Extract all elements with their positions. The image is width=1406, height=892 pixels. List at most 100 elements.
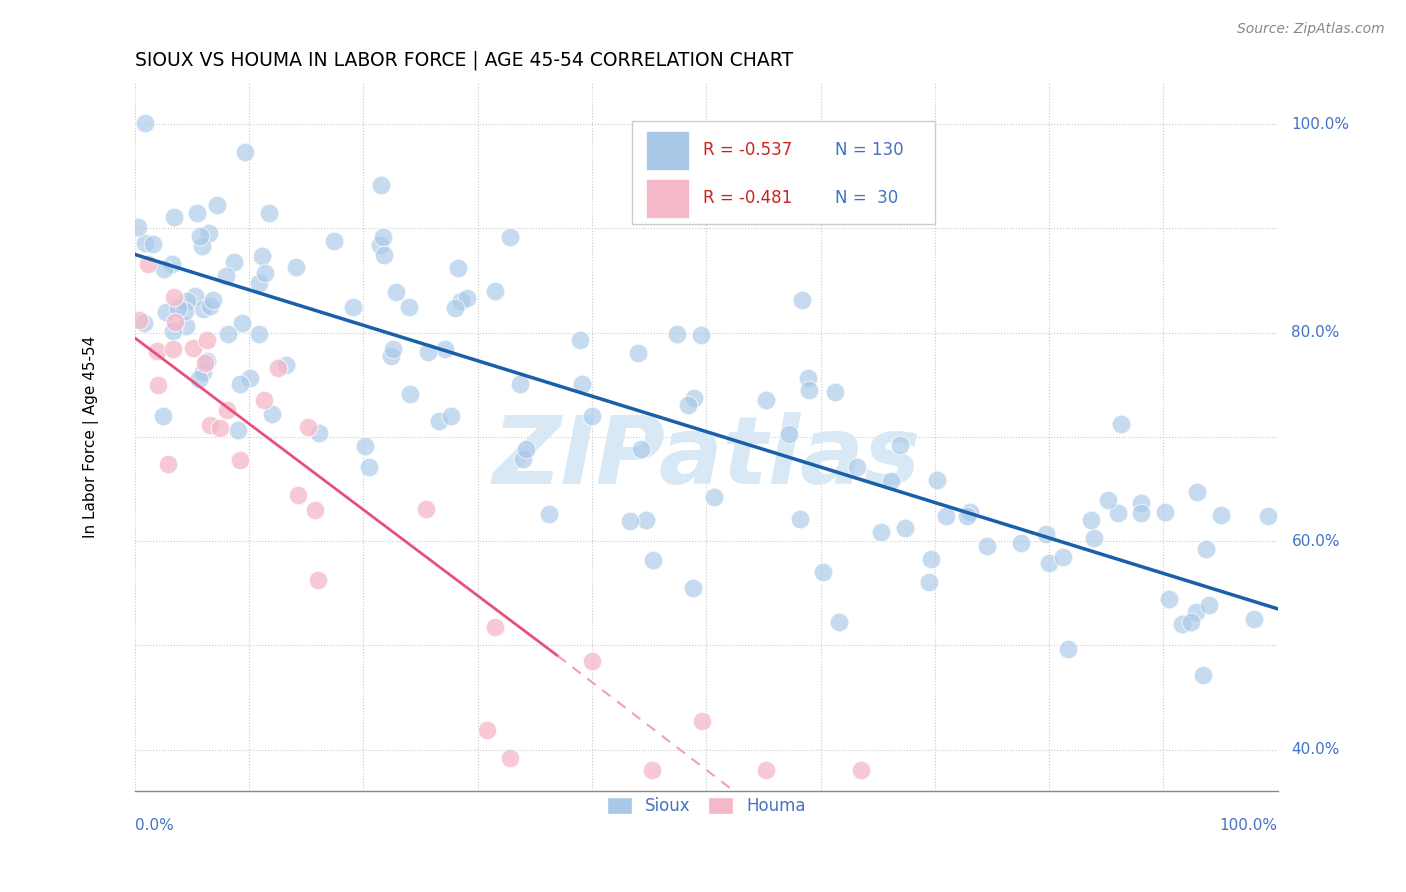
- Point: [287, 488, 309, 502]
- Point: [163, 290, 186, 304]
- Point: [166, 301, 188, 315]
- Point: [176, 294, 198, 309]
- Point: [193, 365, 215, 379]
- Point: [187, 372, 209, 386]
- Point: [239, 370, 262, 384]
- Point: [959, 505, 981, 519]
- Point: [252, 249, 274, 263]
- Point: [267, 360, 290, 375]
- Point: [416, 345, 439, 359]
- Point: [703, 490, 725, 504]
- Point: [202, 293, 225, 307]
- Point: [233, 145, 256, 159]
- Point: [1153, 505, 1175, 519]
- Point: [537, 508, 560, 522]
- Point: [1209, 508, 1232, 522]
- Point: [1130, 506, 1153, 520]
- Text: In Labor Force | Age 45-54: In Labor Force | Age 45-54: [83, 335, 100, 538]
- Point: [690, 714, 713, 729]
- Point: [193, 302, 215, 317]
- Point: [194, 356, 217, 370]
- Point: [1192, 667, 1215, 681]
- Point: [415, 502, 437, 516]
- Point: [627, 346, 650, 360]
- Point: [205, 197, 228, 211]
- Point: [370, 238, 392, 252]
- Point: [198, 299, 221, 313]
- Point: [934, 508, 956, 523]
- Text: 60.0%: 60.0%: [1292, 533, 1340, 549]
- Point: [1198, 598, 1220, 612]
- Point: [200, 417, 222, 432]
- Point: [682, 581, 704, 595]
- Point: [138, 258, 160, 272]
- Point: [162, 324, 184, 338]
- Point: [174, 318, 197, 333]
- Point: [153, 262, 176, 277]
- Point: [630, 442, 652, 456]
- Point: [778, 426, 800, 441]
- Point: [515, 442, 537, 456]
- Point: [229, 377, 252, 392]
- Point: [477, 723, 499, 737]
- Point: [851, 764, 873, 778]
- Point: [1107, 506, 1129, 520]
- Point: [619, 514, 641, 528]
- Point: [1157, 591, 1180, 606]
- Point: [381, 343, 404, 357]
- Point: [398, 387, 420, 401]
- Point: [512, 451, 534, 466]
- Point: [297, 420, 319, 434]
- Point: [1185, 605, 1208, 619]
- Point: [1243, 612, 1265, 626]
- Text: 80.0%: 80.0%: [1292, 325, 1340, 340]
- Point: [499, 750, 522, 764]
- Text: N = 130: N = 130: [835, 141, 904, 159]
- Text: N =  30: N = 30: [835, 189, 898, 208]
- Point: [249, 276, 271, 290]
- Point: [380, 349, 402, 363]
- Point: [163, 315, 186, 329]
- Point: [509, 377, 531, 392]
- Text: 100.0%: 100.0%: [1220, 818, 1278, 833]
- Point: [156, 457, 179, 471]
- Point: [353, 439, 375, 453]
- Point: [433, 343, 456, 357]
- Point: [197, 226, 219, 240]
- Point: [1080, 513, 1102, 527]
- Point: [174, 304, 197, 318]
- Point: [163, 210, 186, 224]
- Point: [634, 513, 657, 527]
- Point: [956, 509, 979, 524]
- Point: [484, 284, 506, 298]
- Point: [755, 393, 778, 408]
- Point: [666, 326, 689, 341]
- Point: [342, 300, 364, 314]
- Point: [499, 229, 522, 244]
- Point: [160, 257, 183, 271]
- Point: [231, 317, 253, 331]
- Point: [918, 574, 941, 589]
- Point: [641, 553, 664, 567]
- Point: [869, 524, 891, 539]
- Point: [581, 654, 603, 668]
- Point: [1010, 535, 1032, 549]
- Point: [456, 291, 478, 305]
- Point: [274, 358, 297, 372]
- Text: SIOUX VS HOUMA IN LABOR FORCE | AGE 45-54 CORRELATION CHART: SIOUX VS HOUMA IN LABOR FORCE | AGE 45-5…: [135, 51, 793, 70]
- Text: R = -0.481: R = -0.481: [703, 189, 792, 208]
- Point: [370, 178, 392, 193]
- Point: [1057, 641, 1080, 656]
- Point: [824, 385, 846, 400]
- Point: [257, 206, 280, 220]
- Point: [132, 316, 155, 330]
- Point: [450, 293, 472, 308]
- Point: [247, 326, 270, 341]
- Point: [217, 326, 239, 341]
- Point: [285, 260, 308, 275]
- Point: [1185, 485, 1208, 500]
- Point: [678, 398, 700, 412]
- Point: [845, 459, 868, 474]
- Point: [799, 383, 821, 397]
- Point: [134, 236, 156, 251]
